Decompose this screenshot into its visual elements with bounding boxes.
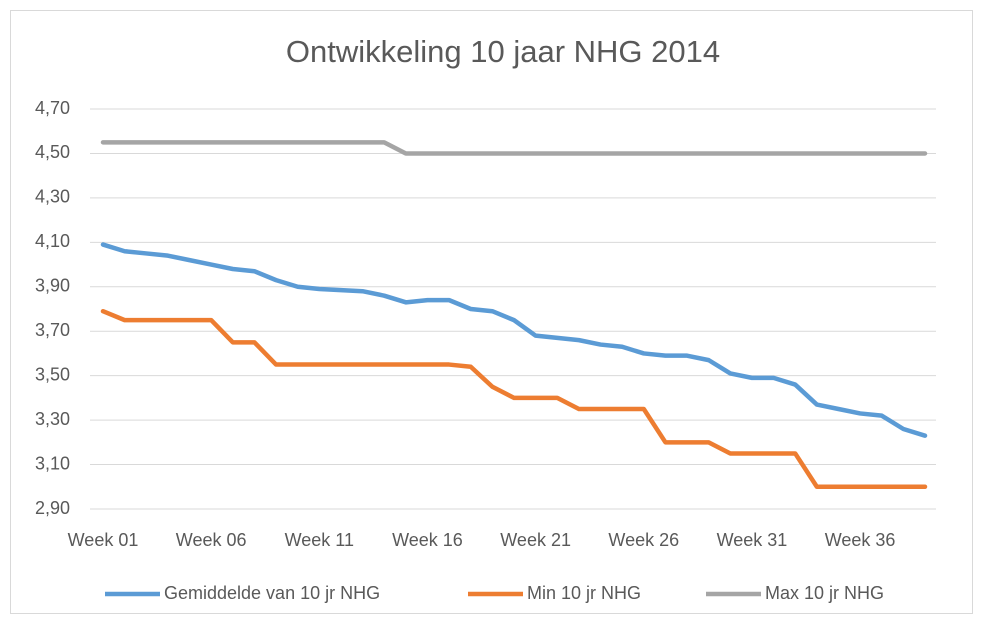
legend-label: Max 10 jr NHG (765, 583, 884, 603)
y-tick-label: 3,70 (35, 320, 70, 340)
y-tick-label: 2,90 (35, 498, 70, 518)
series-line (100, 242, 928, 438)
y-tick-label: 4,50 (35, 142, 70, 162)
legend-label: Min 10 jr NHG (527, 583, 641, 603)
series-line (100, 140, 928, 156)
y-tick-label: 4,70 (35, 98, 70, 118)
y-tick-label: 4,10 (35, 231, 70, 251)
series-line (100, 308, 928, 490)
x-tick-label: Week 01 (68, 530, 139, 550)
x-tick-label: Week 16 (392, 530, 463, 550)
y-tick-label: 4,30 (35, 187, 70, 207)
chart-title: Ontwikkeling 10 jaar NHG 2014 (286, 34, 720, 69)
y-tick-label: 3,90 (35, 276, 70, 296)
y-tick-label: 3,30 (35, 409, 70, 429)
x-tick-label: Week 11 (285, 530, 354, 550)
x-tick-label: Week 06 (176, 530, 247, 550)
y-tick-label: 3,10 (35, 453, 70, 473)
y-tick-label: 3,50 (35, 364, 70, 384)
x-tick-label: Week 31 (717, 530, 788, 550)
x-tick-label: Week 26 (608, 530, 679, 550)
x-tick-label: Week 21 (500, 530, 571, 550)
legend-label: Gemiddelde van 10 jr NHG (164, 583, 380, 603)
x-tick-label: Week 36 (825, 530, 896, 550)
